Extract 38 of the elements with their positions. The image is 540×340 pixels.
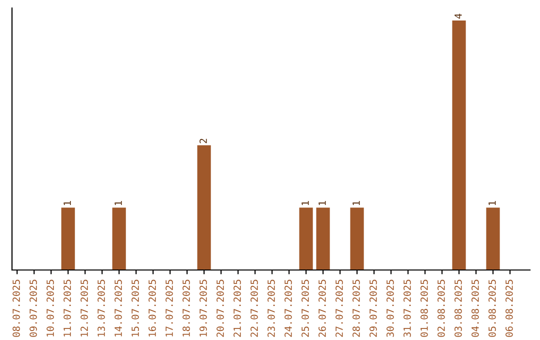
x-tick-label: 08.07.2025	[12, 280, 20, 337]
data-label: 4	[454, 14, 462, 19]
data-label: 1	[114, 201, 122, 206]
data-label: 2	[200, 138, 207, 144]
x-tick-label: 01.08.2025	[420, 280, 428, 337]
x-tick-label: 24.07.2025	[284, 280, 292, 337]
data-label: 1	[64, 201, 71, 206]
x-tick-label: 22.07.2025	[250, 280, 258, 337]
data-label: 1	[318, 201, 326, 206]
x-tick-label: 16.07.2025	[148, 280, 156, 336]
x-tick-label: 18.07.2025	[182, 280, 190, 336]
x-tick-label: 20.07.2025	[216, 280, 224, 337]
x-tick-label: 09.07.2025	[30, 280, 37, 337]
x-tick-label: 28.07.2025	[352, 280, 360, 337]
x-tick-label: 19.07.2025	[200, 280, 207, 336]
x-tick-label: 02.08.2025	[438, 280, 445, 337]
x-tick-label: 17.07.2025	[166, 280, 173, 336]
data-label: 1	[352, 201, 360, 206]
x-tick-label: 26.07.2025	[318, 280, 326, 337]
data-label: 1	[488, 201, 496, 206]
x-tick-label: 25.07.2025	[302, 280, 309, 337]
x-tick-label: 03.08.2025	[454, 280, 462, 337]
x-tick-label: 29.07.2025	[370, 280, 377, 337]
x-tick-label: 30.07.2025	[386, 280, 394, 337]
x-tick-label: 11.07.2025	[64, 280, 71, 336]
x-tick-label: 10.07.2025	[46, 280, 54, 336]
x-tick-label: 06.08.2025	[505, 280, 513, 337]
x-tick-label: 23.07.2025	[268, 280, 275, 337]
x-tick-label: 14.07.2025	[114, 280, 122, 336]
x-tick-label: 21.07.2025	[234, 280, 241, 337]
x-tick-label: 31.07.2025	[404, 280, 411, 337]
x-tick-label: 04.08.2025	[472, 280, 479, 337]
x-tick-label: 13.07.2025	[98, 280, 105, 336]
x-tick-label: 12.07.2025	[80, 280, 88, 336]
x-tick-label: 27.07.2025	[336, 280, 343, 337]
x-tick-label: 15.07.2025	[132, 280, 139, 336]
data-label: 1	[302, 201, 309, 206]
x-tick-label: 05.08.2025	[488, 280, 496, 337]
